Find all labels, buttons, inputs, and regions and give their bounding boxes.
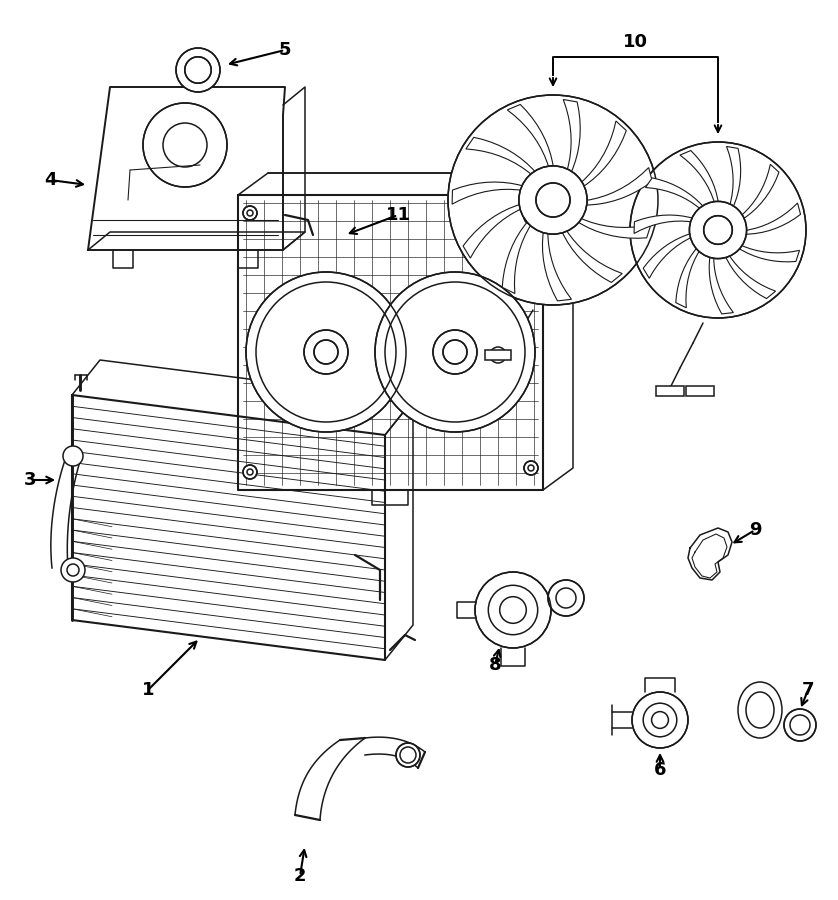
FancyBboxPatch shape	[656, 386, 684, 396]
Text: 2: 2	[294, 867, 306, 885]
Polygon shape	[502, 218, 533, 293]
Circle shape	[632, 692, 688, 748]
Circle shape	[185, 57, 211, 83]
Circle shape	[304, 330, 348, 374]
Circle shape	[176, 48, 220, 92]
Polygon shape	[645, 178, 706, 212]
Text: 10: 10	[623, 33, 648, 51]
Polygon shape	[742, 203, 800, 234]
Polygon shape	[634, 215, 696, 233]
Circle shape	[375, 272, 535, 432]
Circle shape	[536, 183, 570, 217]
Text: 9: 9	[748, 521, 761, 539]
Polygon shape	[727, 147, 741, 210]
Text: 8: 8	[489, 656, 501, 674]
Circle shape	[246, 272, 406, 432]
FancyBboxPatch shape	[686, 386, 714, 396]
Polygon shape	[574, 216, 651, 239]
Circle shape	[490, 347, 506, 363]
Polygon shape	[542, 228, 572, 301]
Text: 6: 6	[654, 761, 666, 779]
Polygon shape	[466, 138, 538, 177]
Circle shape	[433, 330, 477, 374]
Circle shape	[690, 202, 747, 258]
Text: 1: 1	[142, 681, 154, 699]
Text: 7: 7	[802, 681, 815, 699]
Text: 3: 3	[23, 471, 36, 489]
Polygon shape	[563, 100, 580, 176]
Circle shape	[475, 572, 551, 648]
Circle shape	[63, 446, 83, 466]
Polygon shape	[739, 165, 779, 220]
Circle shape	[314, 340, 338, 364]
Circle shape	[630, 142, 806, 318]
Text: 5: 5	[279, 41, 292, 59]
Circle shape	[548, 580, 584, 616]
Polygon shape	[561, 227, 623, 283]
Circle shape	[396, 743, 420, 767]
Polygon shape	[644, 233, 695, 278]
Circle shape	[784, 709, 816, 741]
Circle shape	[243, 206, 257, 220]
Polygon shape	[452, 182, 527, 204]
Polygon shape	[582, 167, 652, 205]
FancyBboxPatch shape	[485, 350, 511, 360]
Circle shape	[704, 216, 732, 244]
Text: 11: 11	[385, 206, 411, 224]
Polygon shape	[507, 104, 554, 171]
Circle shape	[61, 558, 85, 582]
Circle shape	[243, 465, 257, 479]
Polygon shape	[709, 253, 733, 314]
Polygon shape	[724, 252, 776, 299]
Polygon shape	[736, 244, 799, 262]
Polygon shape	[578, 121, 626, 189]
Circle shape	[443, 340, 467, 364]
Polygon shape	[463, 203, 525, 258]
Polygon shape	[675, 246, 701, 308]
Circle shape	[143, 103, 227, 187]
Circle shape	[524, 210, 538, 224]
Circle shape	[524, 461, 538, 475]
Circle shape	[519, 166, 587, 234]
Circle shape	[448, 95, 658, 305]
Polygon shape	[680, 150, 719, 206]
Text: 4: 4	[44, 171, 56, 189]
